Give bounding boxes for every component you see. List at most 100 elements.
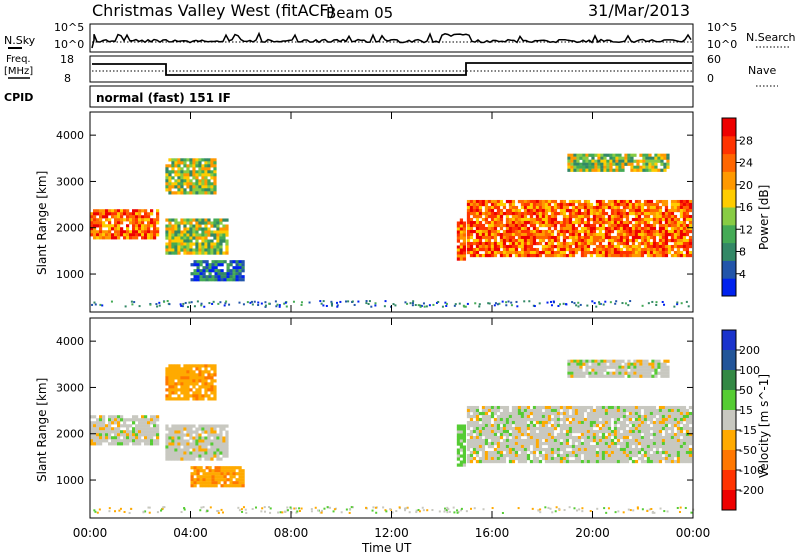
heatmap-cell [562, 423, 567, 428]
heatmap-cell [645, 362, 649, 366]
heatmap-cell [517, 438, 522, 443]
heatmap-cell [481, 226, 486, 231]
heatmap-cell [601, 202, 606, 207]
heatmap-cell [222, 439, 226, 443]
heatmap-cell [652, 235, 657, 240]
heatmap-cell [198, 227, 202, 231]
heatmap-cell [595, 405, 600, 410]
heatmap-cell [523, 202, 528, 207]
heatmap-cell [226, 272, 230, 276]
heatmap-cell [589, 211, 594, 216]
heatmap-cell [610, 438, 615, 443]
heatmap-cell [221, 511, 224, 514]
heatmap-cell [549, 507, 552, 510]
heatmap-cell [517, 220, 522, 225]
heatmap-cell [622, 447, 627, 452]
heatmap-cell [144, 230, 148, 234]
heatmap-cell [630, 162, 634, 166]
heatmap-cell [679, 453, 684, 458]
heatmap-cell [484, 408, 489, 413]
heatmap-cell [657, 365, 661, 369]
heatmap-cell [637, 208, 642, 213]
heatmap-cell [520, 253, 525, 258]
heatmap-cell [241, 278, 245, 282]
heatmap-cell [646, 429, 651, 434]
heatmap-cell [592, 214, 597, 219]
heatmap-cell [225, 230, 229, 234]
heatmap-cell [186, 457, 190, 461]
heatmap-cell [607, 441, 612, 446]
heatmap-cell [586, 220, 591, 225]
heatmap-cell [201, 182, 205, 186]
heatmap-cell [198, 424, 202, 428]
heatmap-cell [220, 263, 224, 267]
heatmap-cell [645, 153, 649, 157]
heatmap-cell [174, 221, 178, 225]
heatmap-cell [634, 405, 639, 410]
heatmap-cell [685, 456, 690, 461]
heatmap-cell [357, 300, 360, 303]
heatmap-cell [634, 420, 639, 425]
heatmap-cell [664, 453, 669, 458]
heatmap-cell [168, 364, 172, 368]
heatmap-cell [633, 165, 637, 169]
heatmap-cell [192, 424, 196, 428]
heatmap-cell [586, 211, 591, 216]
heatmap-cell [177, 364, 181, 368]
heatmap-cell [108, 415, 112, 419]
heatmap-cell [619, 450, 624, 455]
heatmap-cell [168, 436, 172, 440]
heatmap-cell [580, 444, 585, 449]
heatmap-cell [578, 508, 581, 511]
heatmap-cell [404, 301, 407, 304]
heatmap-cell [472, 441, 477, 446]
heatmap-cell [670, 226, 675, 231]
heatmap-cell [220, 484, 224, 488]
heatmap-cell [459, 221, 464, 225]
heatmap-cell [667, 435, 672, 440]
heatmap-cell [114, 427, 118, 431]
heatmap-cell [607, 408, 612, 413]
heatmap-cell [200, 302, 203, 305]
heatmap-cell [625, 238, 630, 243]
heatmap-cell [688, 217, 693, 222]
heatmap-cell [642, 362, 646, 366]
heatmap-cell [607, 420, 612, 425]
heatmap-cell [679, 450, 684, 455]
heatmap-cell [496, 456, 501, 461]
heatmap-cell [216, 221, 220, 225]
heatmap-cell [174, 364, 178, 368]
heatmap-cell [607, 444, 612, 449]
heatmap-cell [177, 451, 181, 455]
heatmap-cell [238, 301, 241, 304]
heatmap-cell [174, 158, 178, 162]
heatmap-cell [577, 205, 582, 210]
heatmap-cell [481, 456, 486, 461]
heatmap-cell [573, 168, 577, 172]
heatmap-cell [129, 424, 133, 428]
heatmap-cell [165, 370, 169, 374]
heatmap-cell [511, 429, 516, 434]
heatmap-cell [478, 444, 483, 449]
heatmap-cell [372, 506, 375, 509]
heatmap-cell [570, 374, 574, 378]
heatmap-cell [610, 238, 615, 243]
heatmap-cell [688, 202, 693, 207]
heatmap-cell [290, 507, 293, 510]
heatmap-cell [649, 426, 654, 431]
heatmap-cell [279, 511, 282, 514]
heatmap-cell [637, 211, 642, 216]
heatmap-cell [96, 224, 100, 228]
heatmap-cell [490, 423, 495, 428]
heatmap-cell [580, 211, 585, 216]
heatmap-cell [499, 226, 504, 231]
heatmap-cell [514, 238, 519, 243]
heatmap-cell [189, 445, 193, 449]
heatmap-cell [586, 423, 591, 428]
heatmap-cell [581, 510, 584, 513]
heatmap-cell [217, 260, 221, 264]
heatmap-cell [649, 229, 654, 234]
heatmap-cell [108, 510, 111, 513]
heatmap-cell [595, 450, 600, 455]
heatmap-cell [670, 459, 675, 464]
